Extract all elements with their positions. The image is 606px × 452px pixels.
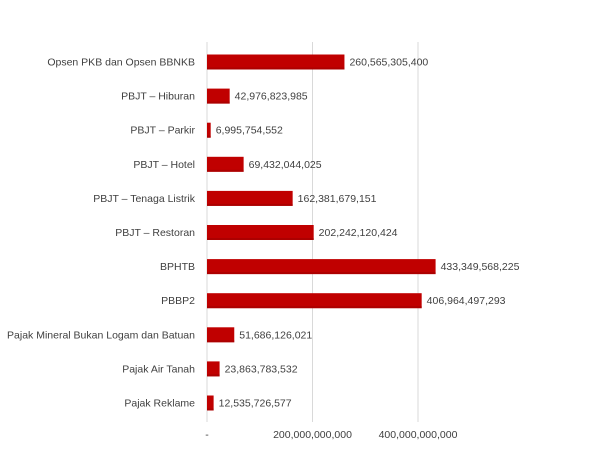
bar bbox=[207, 361, 220, 377]
bar bbox=[207, 225, 314, 240]
bar-shadow bbox=[207, 169, 244, 172]
data-label: 433,349,568,225 bbox=[441, 261, 520, 273]
data-label: 69,432,044,025 bbox=[249, 159, 322, 171]
bar bbox=[207, 156, 244, 172]
bar bbox=[207, 122, 211, 138]
bar-shadow bbox=[207, 67, 345, 70]
bar bbox=[207, 293, 422, 309]
bar bbox=[207, 395, 214, 411]
data-label: 260,565,305,400 bbox=[349, 57, 428, 69]
data-label: 51,686,126,021 bbox=[239, 329, 312, 341]
data-label: 202,242,120,424 bbox=[319, 227, 398, 239]
data-label: 42,976,823,985 bbox=[235, 91, 308, 103]
bar-shadow bbox=[207, 340, 235, 343]
data-label: 406,964,497,293 bbox=[427, 295, 506, 307]
bar-shadow bbox=[207, 135, 211, 138]
bar-shadow bbox=[207, 408, 214, 411]
bar-shadow bbox=[207, 306, 422, 309]
category-label: Pajak Air Tanah bbox=[122, 363, 195, 375]
data-label: 12,535,726,577 bbox=[219, 398, 292, 410]
category-label: Pajak Mineral Bukan Logam dan Batuan bbox=[7, 329, 195, 341]
x-tick-label: - bbox=[205, 429, 209, 441]
x-tick-label: 200,000,000,000 bbox=[273, 429, 352, 441]
category-label: Opsen PKB dan Opsen BBNKB bbox=[47, 57, 195, 69]
category-label: PBJT – Parkir bbox=[130, 125, 195, 137]
bar-shadow bbox=[207, 203, 293, 206]
bar bbox=[207, 327, 235, 343]
data-label: 162,381,679,151 bbox=[298, 193, 377, 205]
category-label: PBJT – Tenaga Listrik bbox=[93, 193, 195, 205]
category-label: PBJT – Restoran bbox=[115, 227, 195, 239]
bar bbox=[207, 54, 345, 70]
label-layer: - 200,000,000,000 400,000,000,000 Opsen PKB… bbox=[7, 57, 520, 442]
category-label: PBBP2 bbox=[161, 295, 195, 307]
bar-shadow bbox=[207, 238, 314, 240]
category-label: Pajak Reklame bbox=[124, 398, 195, 410]
category-label: BPHTB bbox=[160, 261, 195, 273]
bar-shadow bbox=[207, 101, 230, 104]
bar bbox=[207, 88, 230, 104]
data-label: 6,995,754,552 bbox=[216, 125, 283, 137]
category-label: PBJT – Hiburan bbox=[121, 91, 195, 103]
data-label: 23,863,783,532 bbox=[225, 363, 298, 375]
bar-layer bbox=[207, 54, 436, 411]
x-tick-label: 400,000,000,000 bbox=[379, 429, 458, 441]
bar bbox=[207, 190, 293, 206]
category-label: PBJT – Hotel bbox=[133, 159, 195, 171]
bar bbox=[207, 259, 436, 275]
bar-shadow bbox=[207, 272, 436, 275]
bar-shadow bbox=[207, 374, 220, 377]
